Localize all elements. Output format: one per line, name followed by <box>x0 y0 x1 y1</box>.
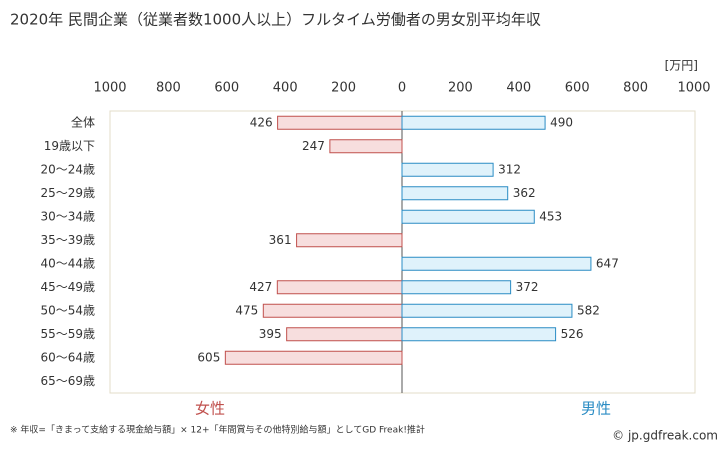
value-label: 605 <box>197 350 220 364</box>
x-tick-label: 0 <box>398 81 406 96</box>
footnote: ※ 年収=「きまって支給する現金給与額」× 12+「年間賞与その他特別給与額」と… <box>10 424 425 436</box>
value-label: 647 <box>596 256 619 270</box>
legend-label: 男性 <box>581 400 611 418</box>
x-tick-label: 600 <box>565 81 590 96</box>
value-label: 362 <box>513 186 536 200</box>
y-tick-label: 19歳以下 <box>44 139 95 153</box>
value-label: 361 <box>269 233 292 247</box>
bar <box>401 209 535 224</box>
y-tick-label: 全体 <box>71 114 95 129</box>
bar <box>277 115 403 130</box>
value-label: 426 <box>250 115 273 129</box>
value-label: 475 <box>235 303 258 317</box>
bar <box>401 280 512 295</box>
x-tick-label: 400 <box>506 81 531 96</box>
bar <box>401 162 494 177</box>
y-tick-label: 35～39歳 <box>40 233 95 247</box>
x-tick-label: 600 <box>214 81 239 96</box>
y-tick-label: 30～34歳 <box>40 209 95 223</box>
bar <box>401 115 546 130</box>
chart-title: 2020年 民間企業（従業者数1000人以上）フルタイム労働者の男女別平均年収 <box>10 11 541 29</box>
x-tick-label: 200 <box>448 81 473 96</box>
unit-label: [万円] <box>665 59 698 73</box>
y-tick-label: 50～54歳 <box>40 303 95 317</box>
bar <box>286 327 403 342</box>
y-tick-label: 55～59歳 <box>40 327 95 341</box>
value-label: 395 <box>259 327 282 341</box>
x-tick-label: 800 <box>156 81 181 96</box>
bar <box>401 303 573 318</box>
x-tick-label: 800 <box>623 81 648 96</box>
x-tick-label: 1000 <box>677 81 710 96</box>
value-label: 526 <box>561 327 584 341</box>
bar <box>224 350 403 365</box>
bar <box>296 233 403 248</box>
legend-label: 女性 <box>195 400 225 418</box>
x-tick-label: 1000 <box>93 81 126 96</box>
bar <box>276 280 403 295</box>
y-tick-label: 60～64歳 <box>40 350 95 364</box>
value-label: 312 <box>498 162 521 176</box>
y-tick-label: 45～49歳 <box>40 280 95 294</box>
y-tick-label: 40～44歳 <box>40 256 95 270</box>
value-label: 582 <box>577 303 600 317</box>
y-tick-label: 20～24歳 <box>40 162 95 176</box>
x-tick-label: 400 <box>273 81 298 96</box>
value-label: 427 <box>249 280 272 294</box>
value-label: 247 <box>302 139 325 153</box>
y-tick-label: 65～69歳 <box>40 374 95 388</box>
value-label: 490 <box>550 115 573 129</box>
bar <box>329 139 403 154</box>
value-label: 372 <box>516 280 539 294</box>
bar <box>401 256 592 271</box>
source: © jp.gdfreak.com <box>612 429 718 443</box>
bar <box>401 186 509 201</box>
bar <box>262 303 403 318</box>
value-label: 453 <box>539 209 562 223</box>
x-tick-label: 200 <box>331 81 356 96</box>
y-tick-label: 25～29歳 <box>40 186 95 200</box>
bar <box>401 327 557 342</box>
